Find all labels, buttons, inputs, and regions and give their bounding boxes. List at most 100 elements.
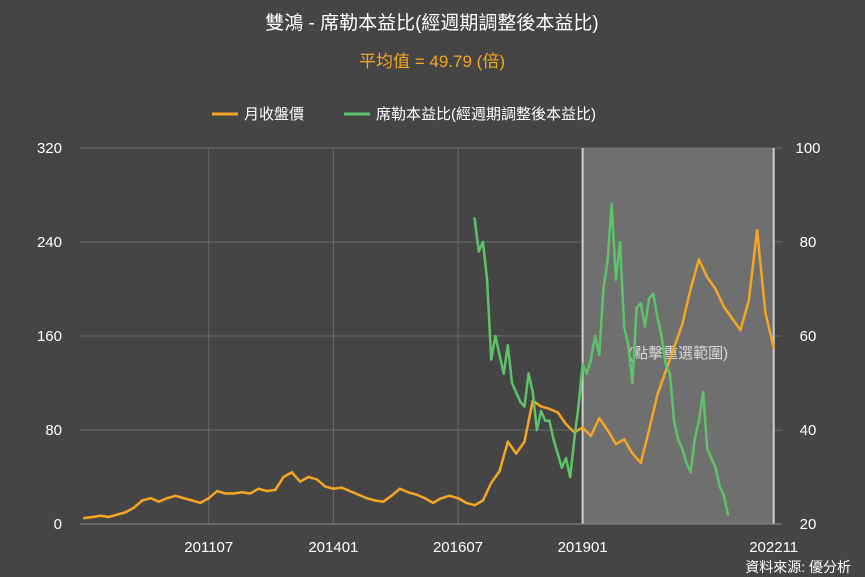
series-price-point-201607[interactable]: 2016-07: 22	[455, 495, 461, 501]
series-cape-point-201904[interactable]: 2019-04: 60	[592, 333, 598, 339]
series-price-point-200903[interactable]: 2009-03: 6	[89, 514, 95, 520]
series-price-point-202207[interactable]: 2022-07: 250	[754, 227, 760, 233]
series-price-point-202003[interactable]: 2020-03: 52	[638, 460, 644, 466]
series-cape-point-202003[interactable]: 2020-03: 67	[638, 300, 644, 306]
series-cape-point-201805[interactable]: 2018-05: 42	[546, 418, 552, 424]
series-cape-point-201811[interactable]: 2018-11: 38	[571, 436, 577, 442]
legend-item-price[interactable]: 月收盤價	[212, 106, 304, 123]
series-price-point-201503[interactable]: 2015-03: 24	[389, 493, 395, 499]
series-price-point-201511[interactable]: 2015-11: 22	[422, 495, 428, 501]
series-price-point-202107[interactable]: 2021-07: 210	[704, 274, 710, 280]
series-cape-point-202012[interactable]: 2020-12: 38	[675, 436, 681, 442]
series-price-point-201501[interactable]: 2015-01: 19	[380, 499, 386, 505]
series-price-point-201507[interactable]: 2015-07: 27	[405, 489, 411, 495]
series-cape-point-201801[interactable]: 2018-01: 48	[530, 389, 536, 395]
series-price-point-201509[interactable]: 2015-09: 25	[413, 492, 419, 498]
series-cape-point-201705[interactable]: 2017-05: 56	[497, 352, 503, 358]
series-price-point-201105[interactable]: 2011-05: 18	[197, 500, 203, 506]
series-cape-point-201802[interactable]: 2018-02: 40	[534, 427, 540, 433]
series-price-point-200905[interactable]: 2009-05: 7	[98, 513, 104, 519]
series-cape-point-202103[interactable]: 2021-03: 31	[688, 469, 694, 475]
series-price-point-201911[interactable]: 2019-11: 72	[621, 436, 627, 442]
series-cape-point-201707[interactable]: 2017-07: 58	[505, 342, 511, 348]
series-cape-point-202011[interactable]: 2020-11: 42	[671, 418, 677, 424]
series-cape-point-202102[interactable]: 2021-02: 33	[683, 460, 689, 466]
series-cape-point-201710[interactable]: 2017-10: 46	[517, 399, 523, 405]
series-price-point-202101[interactable]: 2021-01: 170	[679, 321, 685, 327]
series-cape-point-201708[interactable]: 2017-08: 50	[509, 380, 515, 386]
series-cape-point-201611[interactable]: 2016-11: 85	[472, 216, 478, 222]
series-price-point-201709[interactable]: 2017-09: 60	[513, 451, 519, 457]
series-cape-point-202111[interactable]: 2021-11: 26	[721, 493, 727, 499]
series-cape-point-201905[interactable]: 2019-05: 56	[596, 352, 602, 358]
series-price-point-201707[interactable]: 2017-07: 70	[505, 439, 511, 445]
series-price-point-201505[interactable]: 2015-05: 30	[397, 486, 403, 492]
series-cape-point-201808[interactable]: 2018-08: 32	[559, 465, 565, 471]
series-cape-point-201810[interactable]: 2018-10: 30	[567, 474, 573, 480]
series-cape-point-202008[interactable]: 2020-08: 60	[659, 333, 665, 339]
series-cape-point-201612[interactable]: 2016-12: 78	[476, 248, 482, 254]
series-price-point-201807[interactable]: 2018-07: 95	[555, 409, 561, 415]
series-price-point-201109[interactable]: 2011-09: 28	[214, 488, 220, 494]
series-price-point-201611[interactable]: 2016-11: 16	[472, 502, 478, 508]
series-price-point-201601[interactable]: 2016-01: 18	[430, 500, 436, 506]
series-price-point-202201[interactable]: 2022-01: 175	[729, 315, 735, 321]
series-cape-point-201709[interactable]: 2017-09: 48	[513, 389, 519, 395]
series-cape-point-202105[interactable]: 2021-05: 42	[696, 418, 702, 424]
series-price-point-202011[interactable]: 2020-11: 150	[671, 345, 677, 351]
series-price-point-201703[interactable]: 2017-03: 35	[488, 480, 494, 486]
series-price-point-201805[interactable]: 2018-05: 98	[546, 406, 552, 412]
series-price-point-201209[interactable]: 2012-09: 28	[264, 488, 270, 494]
series-cape-point-202005[interactable]: 2020-05: 68	[646, 295, 652, 301]
series-price-point-201311[interactable]: 2013-11: 32	[322, 483, 328, 489]
series-cape-point-201701[interactable]: 2017-01: 80	[480, 239, 486, 245]
series-cape-point-201906[interactable]: 2019-06: 70	[600, 286, 606, 292]
series-price-point-201905[interactable]: 2019-05: 90	[596, 415, 602, 421]
series-price-point-201401[interactable]: 2014-01: 30	[330, 486, 336, 492]
series-price-point-202007[interactable]: 2020-07: 110	[654, 392, 660, 398]
series-cape-point-201803[interactable]: 2018-03: 44	[538, 408, 544, 414]
series-cape-point-201912[interactable]: 2019-12: 58	[625, 342, 631, 348]
series-price-point-202001[interactable]: 2020-01: 60	[629, 451, 635, 457]
series-price-point-201705[interactable]: 2017-05: 45	[497, 468, 503, 474]
series-price-point-201307[interactable]: 2013-07: 40	[305, 474, 311, 480]
series-price-point-200909[interactable]: 2009-09: 8	[114, 512, 120, 518]
series-cape-point-201902[interactable]: 2019-02: 52	[584, 371, 590, 377]
series-price-point-201405[interactable]: 2014-05: 28	[347, 488, 353, 494]
series-price-point-202209[interactable]: 2022-09: 180	[762, 310, 768, 316]
series-cape-point-202007[interactable]: 2020-07: 64	[654, 314, 660, 320]
series-price-point-201809[interactable]: 2018-09: 85	[563, 421, 569, 427]
series-price-point-202005[interactable]: 2020-05: 80	[646, 427, 652, 433]
series-cape-point-201907[interactable]: 2019-07: 76	[605, 258, 611, 264]
series-cape-point-201809[interactable]: 2018-09: 34	[563, 455, 569, 461]
series-price-point-201907[interactable]: 2019-07: 80	[605, 427, 611, 433]
series-price-point-201701[interactable]: 2017-01: 20	[480, 498, 486, 504]
series-cape-point-201711[interactable]: 2017-11: 45	[521, 404, 527, 410]
series-price-point-201305[interactable]: 2013-05: 36	[297, 479, 303, 485]
series-cape-point-201901[interactable]: 2019-01: 54	[580, 361, 586, 367]
series-price-point-201111[interactable]: 2011-11: 26	[222, 490, 228, 496]
series-price-point-202203[interactable]: 2022-03: 165	[737, 327, 743, 333]
series-cape-point-202006[interactable]: 2020-06: 69	[650, 291, 656, 297]
series-cape-point-201702[interactable]: 2017-02: 72	[484, 277, 490, 283]
series-price-point-201407[interactable]: 2014-07: 25	[355, 492, 361, 498]
series-cape-point-201909[interactable]: 2019-09: 72	[613, 277, 619, 283]
series-cape-point-201911[interactable]: 2019-11: 62	[621, 324, 627, 330]
series-cape-point-202107[interactable]: 2021-07: 36	[704, 446, 710, 452]
series-cape-point-201712[interactable]: 2017-12: 52	[526, 371, 532, 377]
series-cape-point-201704[interactable]: 2017-04: 60	[492, 333, 498, 339]
series-price-point-201411[interactable]: 2014-11: 20	[372, 498, 378, 504]
series-price-point-201605[interactable]: 2016-05: 24	[447, 493, 453, 499]
series-price-point-201309[interactable]: 2013-09: 38	[314, 476, 320, 482]
series-cape-point-201706[interactable]: 2017-06: 52	[501, 371, 507, 377]
series-price-point-201409[interactable]: 2014-09: 22	[364, 495, 370, 501]
series-cape-point-201908[interactable]: 2019-08: 88	[609, 201, 615, 207]
series-cape-point-202108[interactable]: 2021-08: 34	[708, 455, 714, 461]
series-price-point-201201[interactable]: 2012-01: 26	[231, 490, 237, 496]
series-price-point-200907[interactable]: 2009-07: 6	[106, 514, 112, 520]
series-price-point-201207[interactable]: 2012-07: 30	[256, 486, 262, 492]
